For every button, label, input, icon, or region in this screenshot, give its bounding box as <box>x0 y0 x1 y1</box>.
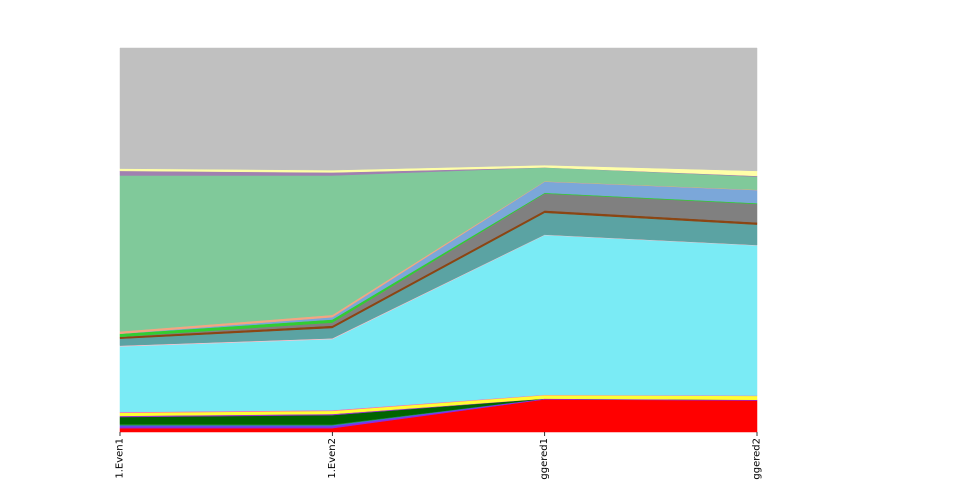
x-tick-label: 1.Even2 <box>327 438 338 479</box>
area-layer <box>119 47 758 433</box>
x-tick-label: 1.Even1 <box>115 438 126 479</box>
area-series-20 <box>119 47 758 172</box>
x-axis-ticks: 1.Even1 1.Even2 ggered1 ggered2 <box>115 432 763 480</box>
x-tick-label: ggered1 <box>539 438 550 480</box>
x-tick-label: ggered2 <box>752 438 763 480</box>
